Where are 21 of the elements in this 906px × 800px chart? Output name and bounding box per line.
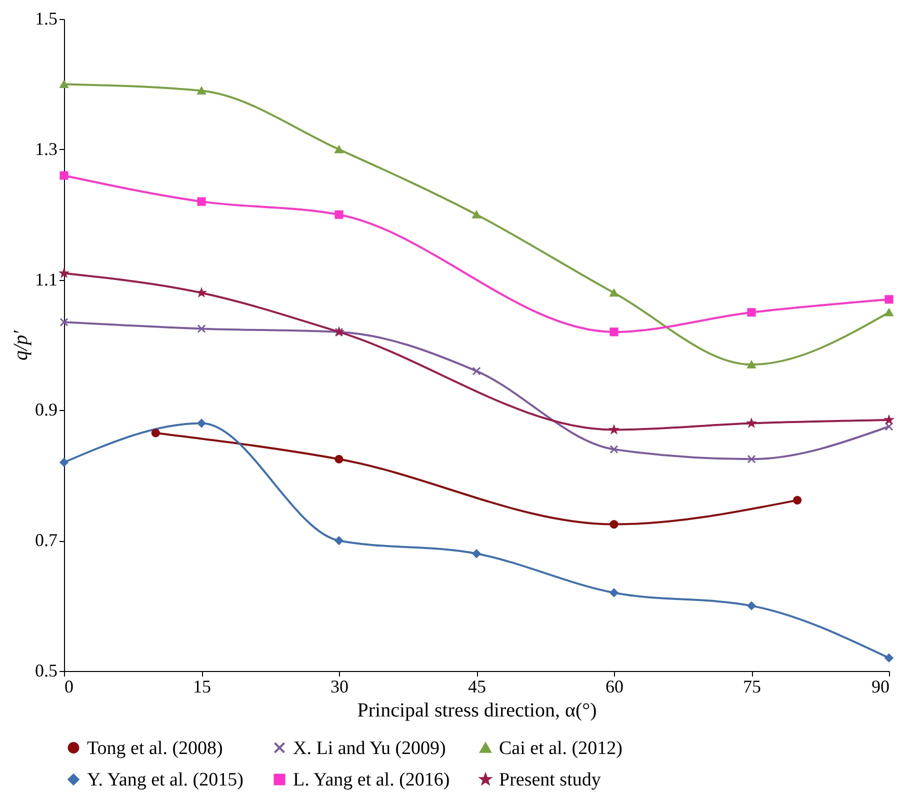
y-tick-label: 1.5 bbox=[35, 8, 58, 28]
x-tick-label: 60 bbox=[606, 676, 624, 696]
legend-label: Present study bbox=[499, 770, 602, 790]
legend-label: L. Yang et al. (2016) bbox=[293, 770, 450, 790]
legend-label: Y. Yang et al. (2015) bbox=[87, 770, 244, 790]
y-axis-title: q/p′ bbox=[10, 330, 32, 360]
legend-label: Cai et al. (2012) bbox=[499, 738, 622, 759]
y-tick-label: 1.1 bbox=[35, 269, 58, 290]
x-tick-label: 45 bbox=[468, 676, 486, 696]
legend-label: Tong et al. (2008) bbox=[87, 738, 223, 759]
legend-label: X. Li and Yu (2009) bbox=[293, 738, 446, 759]
y-tick-label: 0.7 bbox=[35, 530, 58, 550]
x-tick-label: 0 bbox=[64, 676, 74, 696]
x-tick-label: 90 bbox=[872, 676, 890, 696]
x-axis-title: Principal stress direction, α(°) bbox=[357, 700, 597, 722]
y-tick-label: 1.3 bbox=[35, 138, 58, 159]
x-tick-label: 15 bbox=[193, 676, 211, 696]
x-tick-label: 30 bbox=[330, 676, 348, 696]
y-tick-label: 0.5 bbox=[35, 660, 58, 680]
x-tick-label: 75 bbox=[743, 676, 761, 696]
y-tick-label: 0.9 bbox=[35, 400, 58, 420]
